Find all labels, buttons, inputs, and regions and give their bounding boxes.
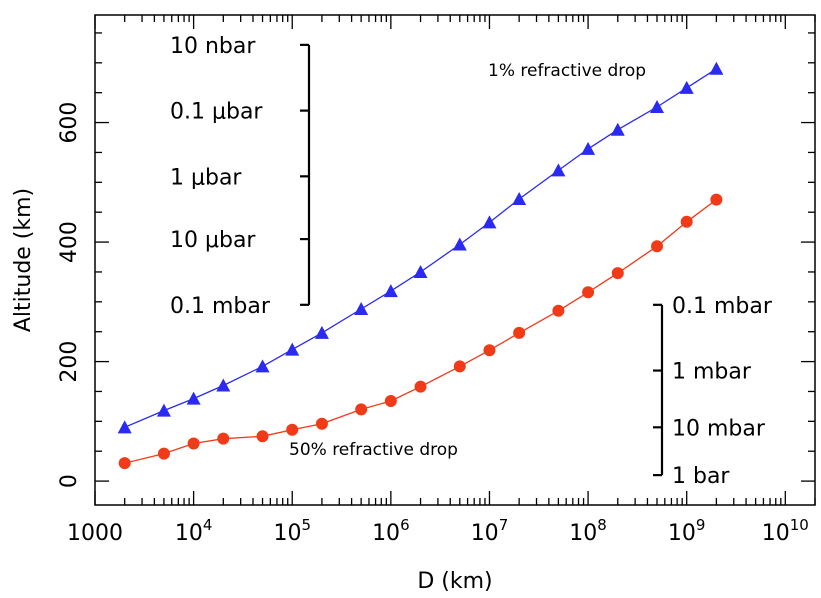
- y-tick-label: 200: [57, 341, 82, 383]
- triangle-marker: [482, 215, 497, 229]
- x-tick-label: 104: [175, 516, 213, 546]
- triangle-marker: [650, 100, 665, 114]
- left-pressure-label: 1 μbar: [170, 165, 242, 190]
- circle-marker: [187, 437, 200, 450]
- right-pressure-label: 10 mbar: [672, 416, 766, 441]
- axis-tick-labels: 1000 104 105 106 107 108 109 1010 0 200 400 600: [57, 102, 809, 546]
- circle-marker: [513, 326, 526, 339]
- y-tick-label: 0: [57, 474, 82, 488]
- triangle-marker: [512, 192, 527, 206]
- circle-marker: [680, 215, 693, 228]
- triangle-marker: [709, 61, 724, 75]
- circle-marker: [315, 417, 328, 430]
- circle-marker: [453, 360, 466, 373]
- x-tick-label: 107: [471, 516, 509, 546]
- y-tick-label: 400: [57, 221, 82, 263]
- x-tick-label: 1000: [67, 521, 123, 546]
- y-tick-label: 600: [57, 102, 82, 144]
- circle-marker: [582, 286, 595, 299]
- left-pressure-label: 10 nbar: [170, 34, 256, 59]
- triangle-marker: [186, 391, 201, 405]
- triangle-marker: [216, 378, 231, 392]
- left-pressure-label: 10 μbar: [170, 228, 256, 253]
- annotation-blue: 1% refractive drop: [488, 61, 646, 81]
- triangle-marker: [679, 80, 694, 94]
- series-layer: [117, 61, 724, 470]
- circle-marker: [384, 395, 397, 408]
- triangle-marker: [156, 403, 171, 417]
- axis-ticks: [94, 15, 816, 505]
- right-pressure-label: 1 bar: [672, 464, 730, 489]
- pressure-scales: 10 nbar 0.1 μbar 1 μbar 10 μbar 0.1 mbar 0.1 …: [170, 34, 773, 489]
- x-tick-label: 108: [569, 516, 607, 546]
- triangle-marker: [452, 237, 467, 251]
- circle-marker: [552, 304, 565, 317]
- circle-marker: [710, 193, 723, 206]
- triangle-marker: [285, 342, 300, 356]
- circle-marker: [414, 380, 427, 393]
- circle-marker: [483, 344, 496, 357]
- triangle-marker: [610, 122, 625, 136]
- x-tick-label: 1010: [762, 516, 809, 546]
- x-tick-label: 106: [372, 516, 410, 546]
- left-pressure-label: 0.1 μbar: [170, 100, 263, 125]
- left-pressure-label: 0.1 mbar: [170, 294, 271, 319]
- circle-marker: [157, 447, 170, 460]
- circle-marker: [651, 240, 664, 253]
- x-tick-label: 109: [668, 516, 706, 546]
- triangle-marker: [383, 284, 398, 298]
- x-tick-label: 105: [273, 516, 311, 546]
- y-axis-title: Altitude (km): [11, 188, 36, 332]
- triangle-marker: [551, 163, 566, 177]
- triangle-marker: [413, 264, 428, 278]
- plot-frame: [94, 14, 816, 506]
- circle-marker: [355, 403, 368, 416]
- right-pressure-label: 1 mbar: [672, 360, 752, 385]
- x-axis-title: D (km): [417, 569, 492, 594]
- triangle-marker: [255, 359, 270, 373]
- circle-marker: [611, 267, 624, 280]
- right-pressure-label: 0.1 mbar: [672, 294, 773, 319]
- triangle-marker: [354, 302, 369, 315]
- circle-marker: [118, 457, 131, 470]
- annotation-red: 50% refractive drop: [289, 440, 458, 460]
- circle-marker: [286, 423, 299, 436]
- circle-marker: [217, 432, 230, 445]
- triangle-marker: [314, 325, 329, 339]
- circle-marker: [256, 430, 269, 443]
- triangle-marker: [117, 420, 132, 434]
- triangle-marker: [581, 141, 596, 155]
